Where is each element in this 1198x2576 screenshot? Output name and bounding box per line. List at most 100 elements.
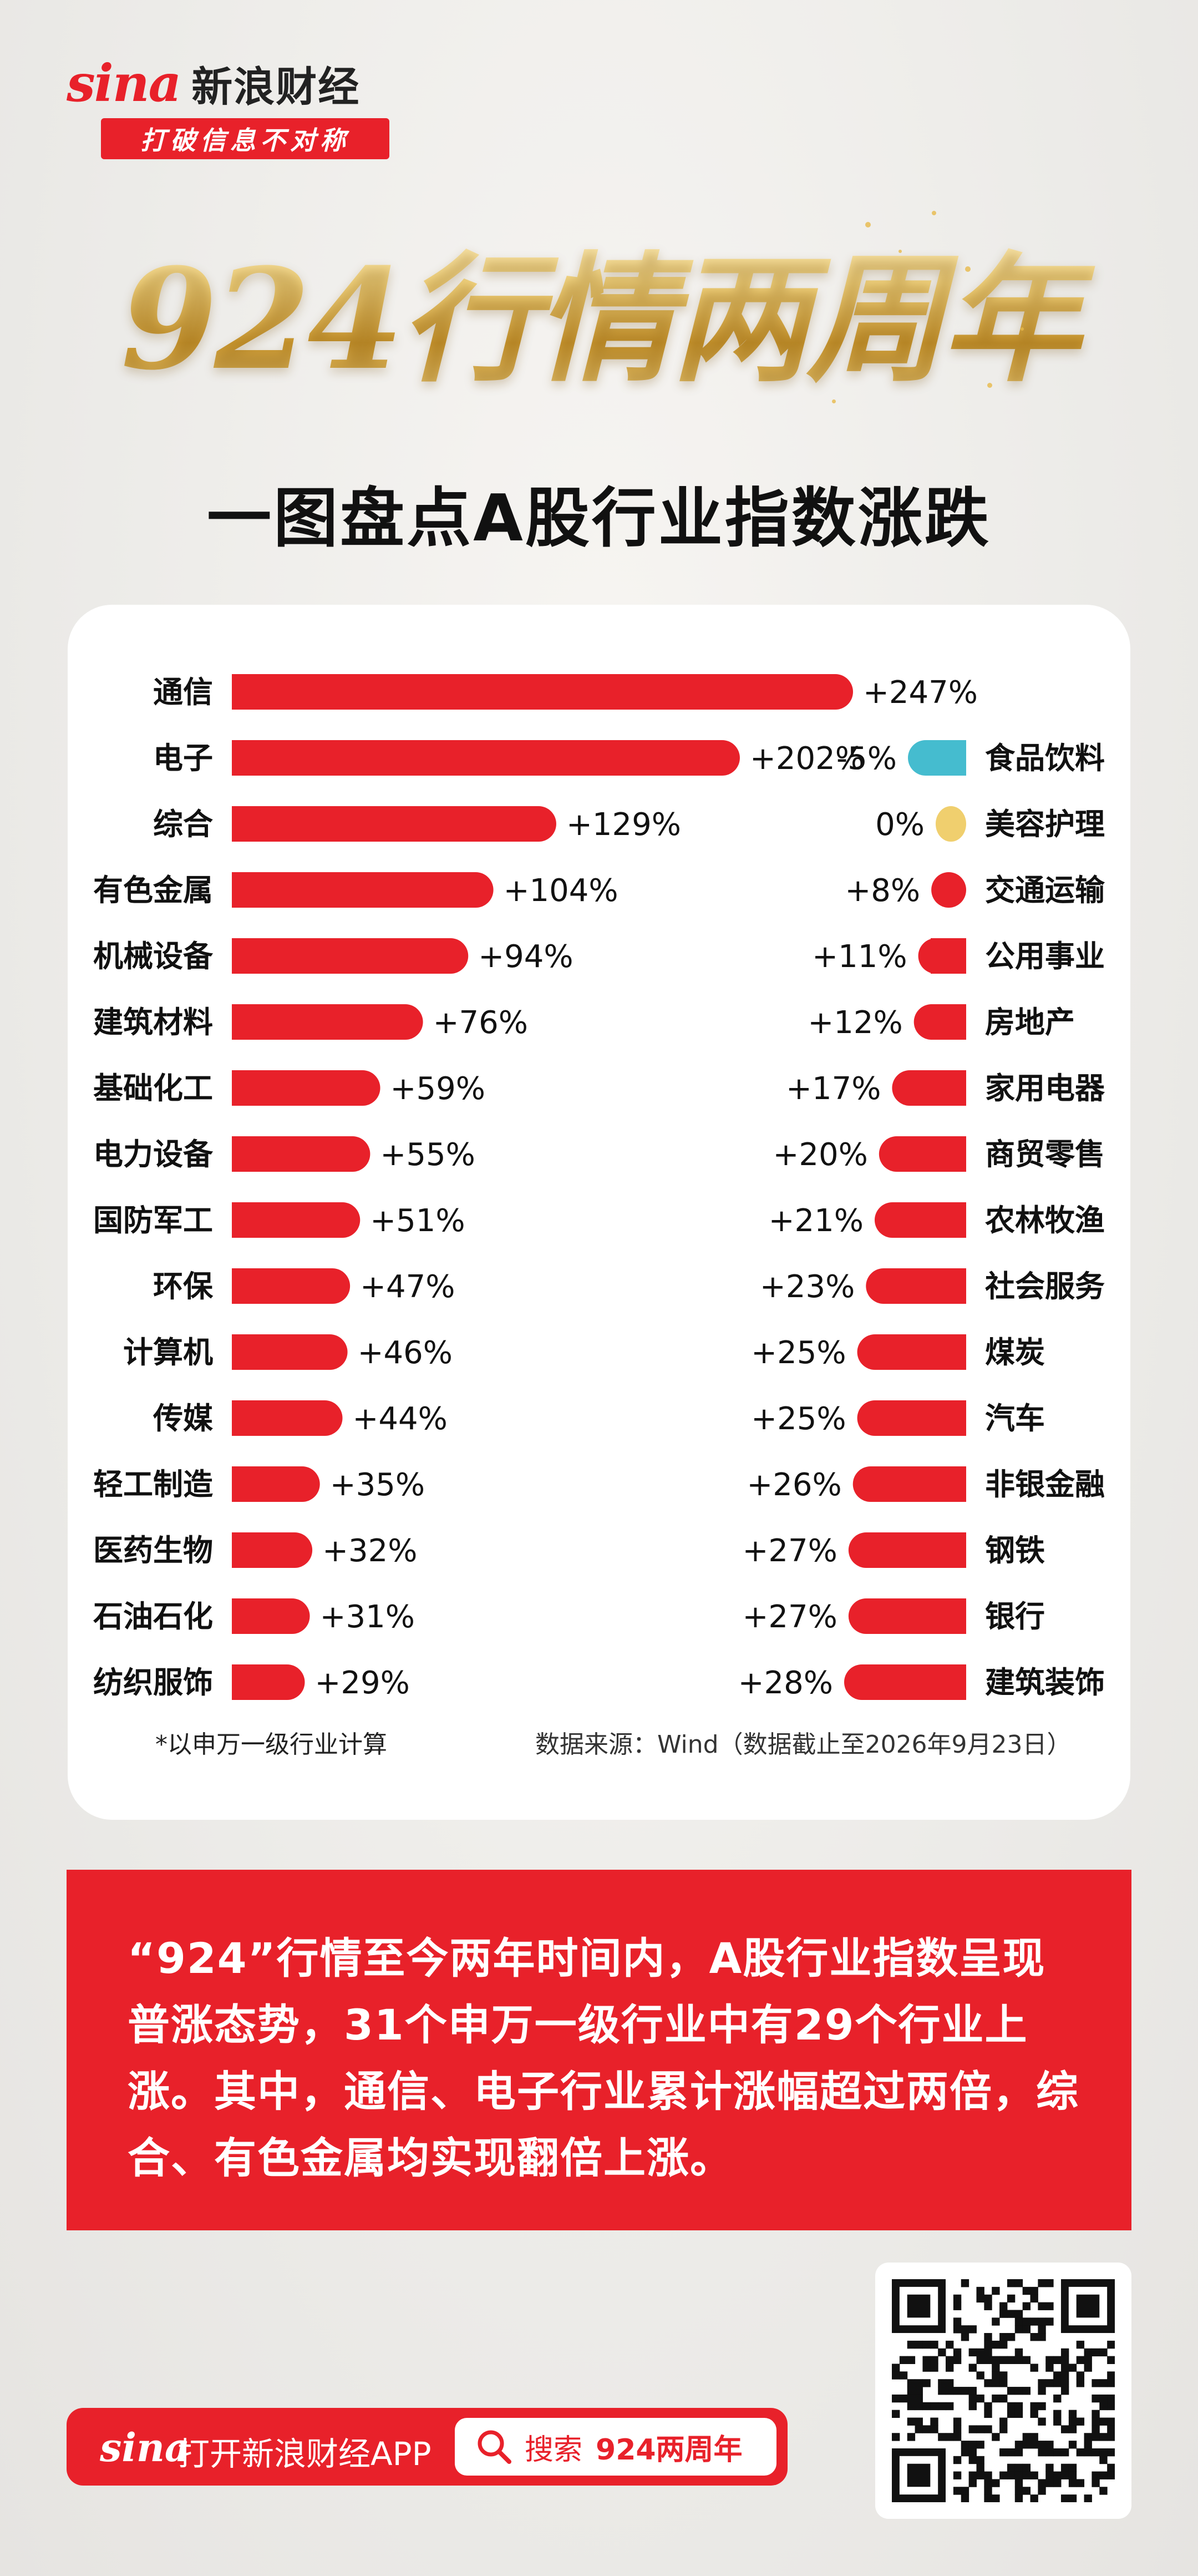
left-category-label: 国防军工 [93, 1203, 213, 1238]
left-bar-base [232, 1004, 267, 1040]
right-bar-base [931, 1532, 966, 1568]
right-bar-base [931, 1466, 966, 1502]
left-bar-base [232, 1466, 267, 1502]
left-value-label: +29% [314, 1665, 409, 1701]
right-category-label: 房地产 [985, 1005, 1075, 1040]
left-value-label: +31% [320, 1599, 415, 1635]
right-value-label: +11% [812, 939, 907, 975]
left-value-label: +35% [330, 1467, 425, 1503]
right-category-label: 家用电器 [985, 1071, 1105, 1106]
footer-logo: sina [100, 2425, 190, 2471]
right-value-label: +25% [751, 1401, 846, 1437]
right-value-label: +12% [808, 1005, 902, 1041]
right-bar-base [931, 740, 966, 776]
left-category-label: 电子 [153, 741, 213, 776]
left-value-label: +76% [433, 1005, 528, 1041]
right-category-label: 公用事业 [985, 939, 1105, 974]
left-category-label: 环保 [153, 1269, 214, 1304]
left-bar [232, 1070, 380, 1106]
left-category-label: 石油石化 [93, 1599, 213, 1634]
open-app-banner[interactable]: sina 打开新浪财经APP 搜索 924两周年 [67, 2408, 788, 2486]
right-bar-base [931, 1334, 966, 1370]
right-bar-base [931, 938, 966, 974]
left-category-label: 基础化工 [93, 1071, 213, 1106]
open-app-label[interactable]: 打开新浪财经APP [177, 2435, 432, 2473]
brand-name: 新浪财经 [191, 63, 361, 111]
right-bar-base [931, 1598, 966, 1634]
left-bar-base [232, 1664, 267, 1700]
right-value-label: -5% [836, 741, 897, 777]
right-category-label: 商贸零售 [985, 1137, 1105, 1172]
left-value-label: +32% [322, 1533, 417, 1569]
bar-chart: 通信 +247% 电子 +202% 综合 +129% 有色金属 +104% 机械设备 +94% 建筑… [93, 674, 1105, 1701]
left-category-label: 纺织服饰 [93, 1665, 213, 1700]
left-bar-base [232, 1136, 267, 1172]
left-value-label: +104% [504, 873, 618, 909]
left-bar-base [232, 1334, 267, 1370]
search-box[interactable]: 搜索 924两周年 [455, 2418, 776, 2476]
left-value-label: +46% [358, 1335, 453, 1371]
right-bar [936, 806, 966, 842]
sina-logo-text: sina [67, 53, 181, 113]
right-bar-base [931, 1004, 966, 1040]
brand-slogan: 打破信息不对称 [101, 118, 389, 159]
right-value-label: +20% [773, 1137, 867, 1173]
right-category-label: 建筑装饰 [985, 1665, 1105, 1700]
chart-card: 通信 +247% 电子 +202% 综合 +129% 有色金属 +104% 机械设备 +94% 建筑… [68, 605, 1130, 1820]
left-value-label: +129% [566, 807, 681, 843]
left-category-label: 计算机 [123, 1335, 213, 1370]
left-value-label: +51% [370, 1203, 465, 1239]
summary-box: “924”行情至今两年时间内，A股行业指数呈现普涨态势，31个申万一级行业中有2… [67, 1870, 1131, 2230]
left-value-label: +47% [360, 1269, 455, 1305]
data-source: 数据来源：Wind（数据截止至2026年9月23日） [535, 1730, 1072, 1759]
left-bar [232, 806, 556, 842]
left-category-label: 建筑材料 [93, 1005, 213, 1040]
left-category-label: 轻工制造 [93, 1467, 213, 1502]
right-bar-base [931, 1136, 966, 1172]
left-category-label: 传媒 [153, 1401, 214, 1436]
right-value-label: +23% [760, 1269, 855, 1305]
summary-text: “924”行情至今两年时间内，A股行业指数呈现普涨态势，31个申万一级行业中有2… [128, 1934, 1079, 2183]
right-value-label: +17% [786, 1071, 881, 1107]
left-category-label: 医药生物 [93, 1533, 213, 1568]
left-bar-base [232, 938, 267, 974]
right-value-label: +27% [742, 1533, 837, 1569]
right-category-label: 银行 [985, 1599, 1045, 1634]
right-category-label: 非银金融 [985, 1467, 1105, 1502]
left-bar-base [232, 674, 267, 710]
right-value-label: +21% [769, 1203, 864, 1239]
hero-banner: 924行情两周年 [67, 200, 1131, 438]
right-value-label: 0% [875, 807, 925, 843]
left-bar-base [232, 806, 267, 842]
right-category-label: 交通运输 [985, 873, 1105, 908]
right-bar-base [931, 1202, 966, 1238]
right-category-label: 社会服务 [985, 1269, 1105, 1304]
qr-code-icon [892, 2279, 1115, 2502]
left-category-label: 电力设备 [93, 1137, 214, 1172]
qr-code[interactable] [875, 2263, 1131, 2519]
left-value-label: +247% [863, 675, 978, 711]
right-bar-base [931, 1664, 966, 1700]
search-label: 搜索 [525, 2433, 583, 2467]
search-icon [478, 2430, 511, 2464]
left-value-label: +55% [380, 1137, 475, 1173]
search-term: 924两周年 [596, 2433, 743, 2467]
left-bar [232, 740, 740, 776]
left-category-label: 机械设备 [93, 939, 214, 974]
left-value-label: +59% [390, 1071, 485, 1107]
left-bar-base [232, 1598, 267, 1634]
right-category-label: 美容护理 [985, 807, 1105, 842]
left-bar-base [232, 1070, 267, 1106]
left-value-label: +94% [478, 939, 573, 975]
right-category-label: 煤炭 [985, 1335, 1045, 1370]
left-category-label: 综合 [153, 807, 213, 842]
left-bar-base [232, 1532, 267, 1568]
right-value-label: +28% [738, 1665, 833, 1701]
right-bar-base [931, 1400, 966, 1436]
left-bar-base [232, 1202, 267, 1238]
right-category-label: 食品饮料 [985, 741, 1105, 776]
right-bar-base [931, 1070, 966, 1106]
right-value-label: +26% [747, 1467, 841, 1503]
left-bar-base [232, 872, 267, 908]
left-bar-base [232, 1268, 267, 1304]
